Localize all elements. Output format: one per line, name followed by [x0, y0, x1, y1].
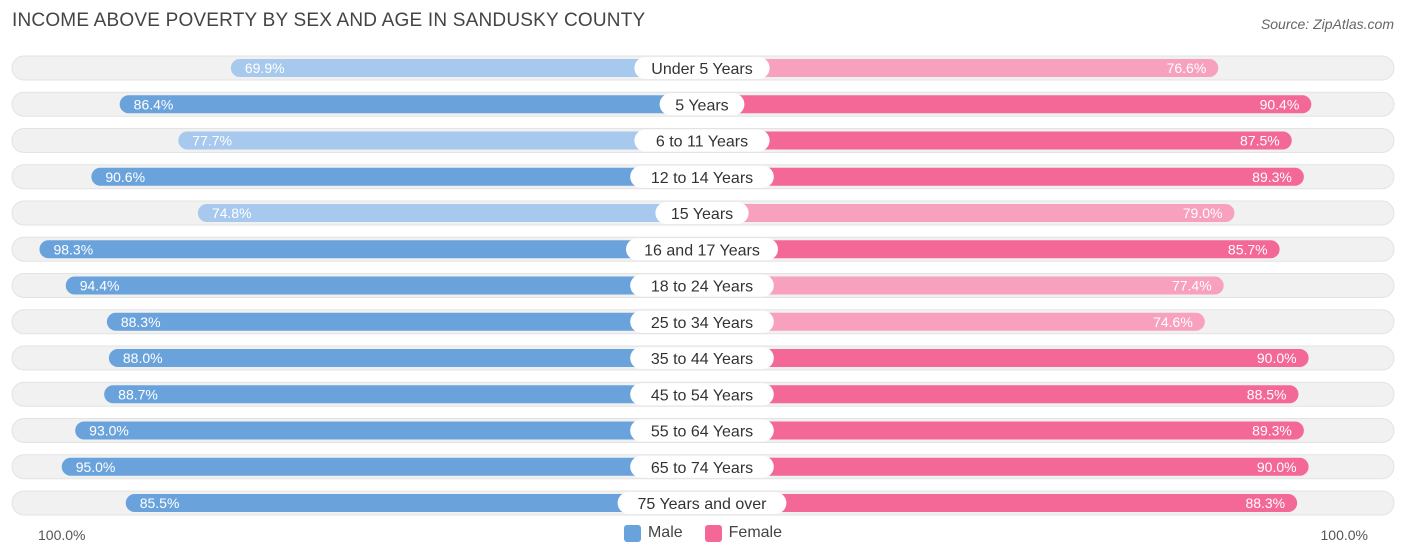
category-label: 5 Years [675, 97, 728, 114]
category-label: Under 5 Years [651, 61, 752, 78]
category-pill [630, 455, 774, 478]
female-bar [702, 349, 1309, 367]
axis-right-label: 100.0% [1320, 527, 1368, 543]
category-pill [617, 492, 787, 514]
male-value-label: 88.7% [118, 386, 158, 402]
male-value-label: 98.3% [53, 241, 93, 257]
male-bar [39, 240, 702, 259]
male-bar [178, 131, 702, 150]
category-label: 18 to 24 Years [651, 279, 753, 296]
legend-swatch-male [623, 524, 641, 542]
female-bar [702, 385, 1299, 404]
category-pill [655, 202, 749, 224]
category-pill [630, 347, 774, 369]
female-bar [702, 276, 1224, 295]
female-value-label: 79.0% [1183, 205, 1223, 221]
male-bar [119, 95, 702, 114]
male-value-label: 77.7% [192, 133, 232, 149]
male-bar [104, 385, 703, 404]
male-bar [108, 349, 702, 367]
male-value-label: 95.0% [76, 459, 116, 475]
female-bar [702, 312, 1205, 331]
legend-label-male: Male [647, 524, 683, 541]
legend-swatch-female [704, 524, 722, 542]
male-bar [230, 59, 702, 77]
female-value-label: 74.6% [1153, 314, 1193, 330]
male-value-label: 93.0% [89, 423, 129, 439]
female-value-label: 90.0% [1257, 459, 1297, 475]
category-pill [630, 165, 774, 188]
male-bar [106, 312, 702, 331]
female-value-label: 89.3% [1252, 423, 1292, 439]
male-value-label: 90.6% [105, 169, 145, 185]
category-label: 55 to 64 Years [651, 424, 753, 441]
category-label: 45 to 54 Years [651, 387, 753, 404]
category-pill [630, 383, 774, 406]
chart-canvas: 69.9% 76.6% Under 5 Years 86.4% 90.4% 5 Years… [11, 55, 1395, 516]
female-bar [702, 167, 1304, 186]
male-value-label: 86.4% [134, 96, 174, 112]
male-value-label: 88.0% [123, 350, 163, 366]
category-label: 16 and 17 Years [644, 242, 760, 259]
female-value-label: 77.4% [1172, 278, 1212, 294]
axis-left-label: 100.0% [38, 527, 86, 543]
legend-item-male: Male [623, 524, 683, 542]
male-bar [91, 167, 702, 186]
category-label: 25 to 34 Years [651, 315, 753, 332]
female-bar [702, 95, 1312, 114]
female-value-label: 87.5% [1240, 133, 1280, 149]
male-value-label: 74.8% [212, 205, 252, 221]
category-pill [630, 274, 774, 297]
male-value-label: 69.9% [245, 60, 285, 76]
female-bar [702, 494, 1298, 512]
category-label: 6 to 11 Years [656, 134, 748, 151]
category-label: 75 Years and over [638, 496, 768, 513]
category-label: 15 Years [671, 206, 733, 223]
source-note: Source: ZipAtlas.com [1260, 16, 1394, 32]
female-value-label: 88.5% [1247, 386, 1287, 402]
male-bar [125, 494, 703, 512]
legend: Male Female [0, 524, 1406, 542]
female-value-label: 85.7% [1228, 241, 1268, 257]
category-pill [659, 93, 745, 116]
female-bar [702, 457, 1309, 476]
category-pill [626, 238, 778, 261]
male-bar [61, 457, 702, 476]
female-bar [702, 204, 1235, 222]
category-pill [634, 129, 770, 152]
category-label: 65 to 74 Years [651, 460, 753, 477]
category-label: 35 to 44 Years [651, 351, 753, 368]
legend-label-female: Female [728, 524, 783, 541]
male-value-label: 85.5% [140, 495, 180, 511]
female-bar [702, 59, 1219, 77]
category-label: 12 to 14 Years [651, 170, 753, 187]
male-bar [197, 204, 702, 222]
chart-title: INCOME ABOVE POVERTY BY SEX AND AGE IN S… [12, 10, 646, 31]
male-value-label: 88.3% [121, 314, 161, 330]
female-bar [702, 240, 1280, 259]
category-pill [630, 310, 774, 333]
female-value-label: 89.3% [1252, 169, 1292, 185]
male-bar [65, 276, 702, 295]
female-value-label: 76.6% [1167, 60, 1207, 76]
male-bar [75, 421, 703, 440]
legend-item-female: Female [704, 524, 783, 542]
female-value-label: 90.4% [1260, 96, 1300, 112]
female-value-label: 90.0% [1257, 350, 1297, 366]
female-value-label: 88.3% [1245, 495, 1285, 511]
category-pill [630, 419, 774, 442]
female-bar [702, 421, 1304, 440]
male-value-label: 94.4% [80, 278, 120, 294]
category-pill [634, 57, 770, 79]
female-bar [702, 131, 1292, 150]
